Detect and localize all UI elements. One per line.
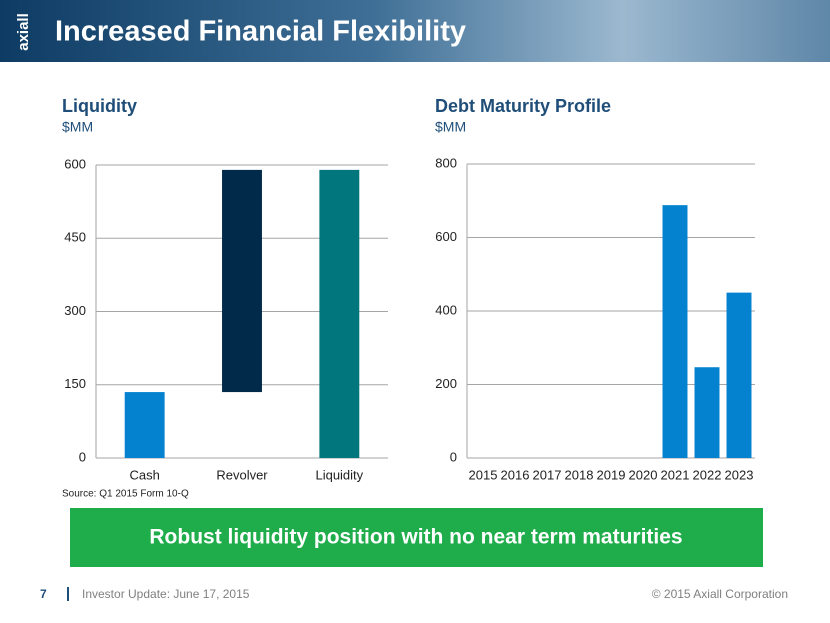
x-tick-label: 2018	[565, 467, 594, 482]
header-band	[0, 0, 830, 62]
y-tick-label: 0	[450, 449, 457, 464]
y-tick-label: 600	[64, 156, 86, 171]
bar	[319, 169, 360, 458]
x-tick-label: 2021	[661, 467, 690, 482]
x-tick-label: 2020	[629, 467, 658, 482]
chart-subtitle: $MM	[435, 119, 466, 135]
x-tick-label: 2023	[725, 467, 754, 482]
bar	[662, 205, 688, 458]
banner	[70, 508, 763, 567]
x-tick-label: Revolver	[216, 467, 268, 482]
y-tick-label: 150	[64, 376, 86, 391]
source-note: Source: Q1 2015 Form 10-Q	[62, 489, 189, 500]
chart-subtitle: $MM	[62, 119, 93, 135]
x-tick-label: Liquidity	[315, 467, 363, 482]
y-tick-label: 200	[435, 376, 457, 391]
x-tick-label: Cash	[129, 467, 159, 482]
slide-title: Increased Financial Flexibility	[55, 16, 466, 48]
x-tick-label: 2017	[533, 467, 562, 482]
footer-event: Investor Update: June 17, 2015	[82, 587, 250, 601]
y-tick-label: 450	[64, 230, 86, 245]
page-number: 7	[40, 587, 47, 601]
logo: axiall	[15, 13, 32, 51]
x-tick-label: 2015	[469, 467, 498, 482]
y-tick-label: 400	[435, 302, 457, 317]
chart-title: Debt Maturity Profile	[435, 96, 611, 116]
x-tick-label: 2016	[501, 467, 530, 482]
chart-title: Liquidity	[62, 96, 137, 116]
y-tick-label: 600	[435, 229, 457, 244]
bar	[694, 367, 720, 458]
y-tick-label: 0	[79, 449, 86, 464]
bar	[124, 392, 165, 458]
y-tick-label: 800	[435, 155, 457, 170]
bar	[222, 169, 262, 393]
x-tick-label: 2019	[597, 467, 626, 482]
banner-text: Robust liquidity position with no near t…	[149, 526, 682, 549]
y-tick-label: 300	[64, 303, 86, 318]
footer-copyright: © 2015 Axiall Corporation	[652, 587, 788, 601]
bar	[726, 292, 752, 458]
x-tick-label: 2022	[693, 467, 722, 482]
